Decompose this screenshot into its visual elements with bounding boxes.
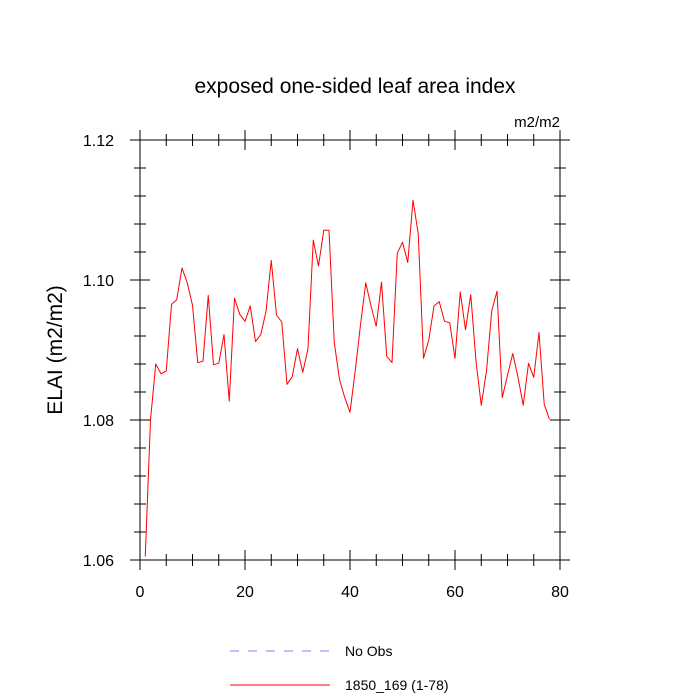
y-tick-label: 1.12 [83,133,114,150]
x-tick-label: 80 [551,584,569,601]
x-tick-label: 40 [341,584,359,601]
legend-label-no-obs: No Obs [345,643,392,659]
y-axis-label: ELAI (m2/m2) [44,285,67,415]
y-tick-label: 1.08 [83,413,114,430]
y-tick-label: 1.06 [83,553,114,570]
x-tick-label: 20 [236,584,254,601]
y-tick-label: 1.10 [83,273,114,290]
plot-frame [139,139,561,561]
x-tick-label: 0 [136,584,145,601]
legend-label-1850-169: 1850_169 (1-78) [345,677,449,693]
legend: No Obs 1850_169 (1-78) [230,643,449,693]
series-line [144,199,550,557]
units-label: m2/m2 [514,114,560,131]
x-tick-label: 60 [446,584,464,601]
series-layer [144,199,550,557]
axes: 0 20 40 60 80 1.06 1.08 1.10 1.12 [83,130,570,601]
chart-title: exposed one-sided leaf area index [194,75,516,98]
